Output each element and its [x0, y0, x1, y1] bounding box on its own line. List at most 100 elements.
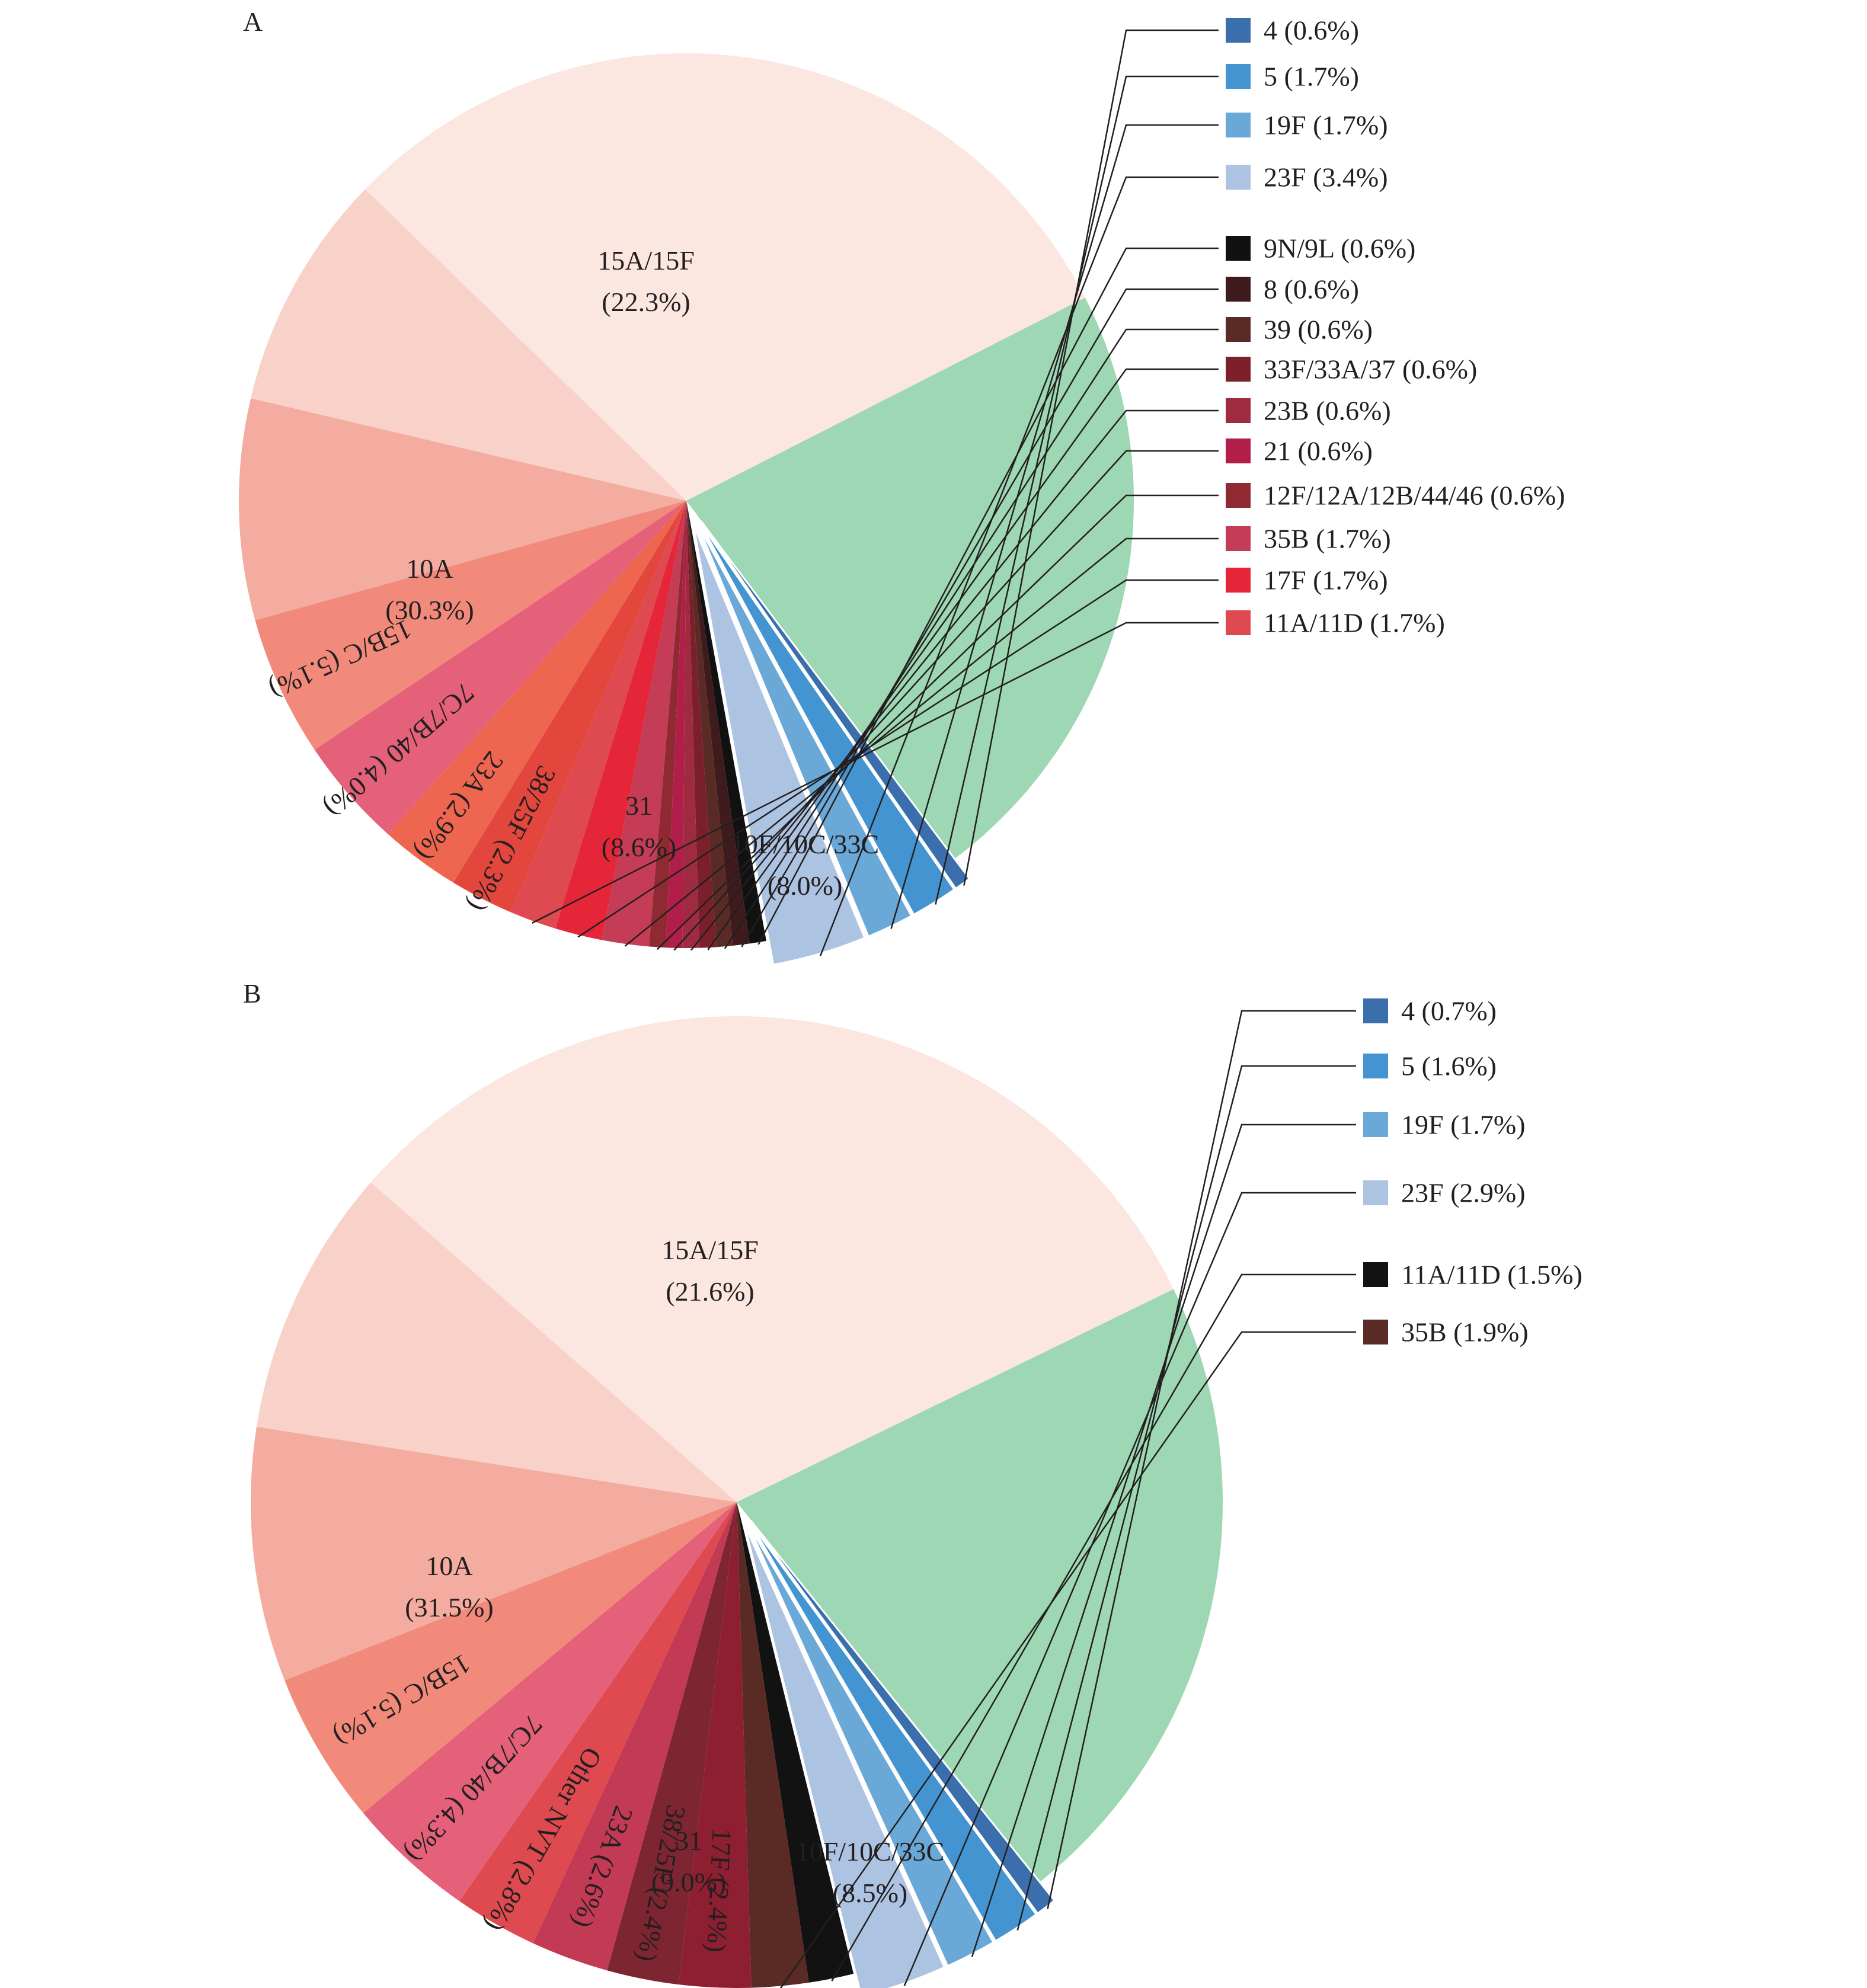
legend-swatch-4 — [1226, 18, 1251, 43]
leader-line-35b — [624, 537, 1219, 947]
slice-label-15a-15f: 15A/15F — [597, 245, 695, 276]
leader-line-4 — [1047, 1010, 1356, 1909]
leader-line-5 — [1016, 1065, 1356, 1931]
slice-label-10a: 10A — [406, 553, 453, 584]
pie-slice-17f — [555, 501, 686, 940]
pie-slice-23f — [692, 524, 866, 966]
pie-chart-b: B 15A/15F(21.6%)17F (2.4%)38/25F (2.4%)2… — [243, 978, 1583, 1988]
legend-swatch-5 — [1226, 64, 1251, 89]
legend-swatch-19f — [1226, 113, 1251, 137]
leader-line-12f-12a-12b-44-46 — [656, 494, 1219, 950]
legend-label-4: 4 (0.7%) — [1401, 996, 1497, 1026]
slice-percent-10a: (31.5%) — [405, 1592, 493, 1622]
pie-slice-23a — [388, 501, 686, 883]
leader-line-19f — [890, 124, 1219, 929]
slice-label-15a-15f: 15A/15F — [661, 1235, 759, 1265]
legend-swatch-11a-11d — [1226, 610, 1251, 635]
legend-label-33f-33a-37: 33F/33A/37 (0.6%) — [1264, 354, 1477, 385]
leader-line-35b — [779, 1331, 1356, 1988]
pie-slice-15b-c — [284, 1502, 737, 1813]
legend-swatch-23f — [1226, 165, 1251, 190]
legend-label-11a-11d: 11A/11D (1.7%) — [1264, 608, 1445, 638]
pie-slice-10a — [365, 53, 1085, 501]
slice-percent-10f-10c-33c: (8.0%) — [768, 870, 842, 901]
pie-slice-7c-7b-40 — [314, 501, 686, 834]
legend-swatch-12f-12a-12b-44-46 — [1226, 483, 1251, 508]
leader-line-9n-9l — [757, 247, 1219, 945]
legend-swatch-33f-33a-37 — [1226, 357, 1251, 382]
leader-line-11a-11d — [532, 622, 1219, 924]
pie-slice-31 — [256, 1182, 737, 1502]
slice-percent-31: (8.6%) — [602, 832, 676, 862]
legend-label-23b: 23B (0.6%) — [1264, 396, 1391, 426]
legend-swatch-23f — [1363, 1180, 1388, 1205]
pie-chart-a: A 15A/15F(22.3%)38/25F (2.3%)23A (2.9%)7… — [239, 7, 1565, 966]
pie-slice-10f-10c-33c — [251, 1426, 737, 1680]
leader-line-11a-11d — [831, 1273, 1356, 1981]
legend-swatch-35b — [1363, 1320, 1388, 1344]
leader-line-23f — [819, 176, 1219, 956]
slice-percent-31: (9.0%) — [651, 1867, 726, 1897]
legend-label-4: 4 (0.6%) — [1264, 15, 1359, 46]
pie-slice-31 — [251, 189, 686, 501]
legend-label-5: 5 (1.6%) — [1401, 1051, 1497, 1081]
slice-percent-10a: (30.3%) — [385, 595, 474, 625]
legend-swatch-5 — [1363, 1054, 1388, 1078]
pie-slice-4 — [750, 1520, 1056, 1915]
legend: 4 (0.6%) 5 (1.7%) 19F (1.7%) 23F (3.4%) 9N/9… — [532, 15, 1565, 956]
legend-label-12f-12a-12b-44-46: 12F/12A/12B/44/46 (0.6%) — [1264, 481, 1565, 511]
leader-line-19f — [971, 1123, 1356, 1957]
pie-slice-5 — [749, 1521, 1038, 1942]
legend-label-9n-9l: 9N/9L (0.6%) — [1264, 233, 1415, 264]
pie-slice-17f — [678, 1502, 752, 1988]
leader-line-17f — [577, 579, 1219, 938]
pie-slice-23b — [682, 501, 700, 948]
legend-swatch-9n-9l — [1226, 236, 1251, 261]
legend-swatch-11a-11d — [1363, 1262, 1388, 1287]
pie-slice-21 — [666, 501, 686, 948]
legend-swatch-39 — [1226, 317, 1251, 342]
leader-line-5 — [935, 75, 1219, 905]
pie-slice-10a — [370, 1016, 1174, 1502]
slice-label-10a: 10A — [426, 1551, 472, 1581]
pie-slice-15a-15f — [686, 297, 1134, 859]
legend: 4 (0.7%) 5 (1.6%) 19F (1.7%) 23F (2.9%) 11A/… — [779, 996, 1583, 1988]
legend-label-5: 5 (1.7%) — [1264, 62, 1359, 92]
legend-label-23f: 23F (3.4%) — [1264, 162, 1388, 193]
legend-swatch-4 — [1363, 998, 1388, 1023]
legend-swatch-17f — [1226, 568, 1251, 593]
slice-label-31: 31 — [675, 1826, 702, 1856]
pie-slice-15b-c — [255, 501, 686, 750]
legend-label-35b: 35B (1.9%) — [1401, 1317, 1529, 1347]
legend-label-23f: 23F (2.9%) — [1401, 1178, 1526, 1208]
legend-label-19f: 19F (1.7%) — [1401, 1110, 1526, 1140]
legend-swatch-23b — [1226, 398, 1251, 423]
panel-letter-a: A — [243, 7, 263, 37]
pie-slice-10f-10c-33c — [239, 398, 686, 620]
slice-label-31: 31 — [625, 790, 653, 821]
pie-slice-38-25f — [453, 501, 686, 913]
slice-label-17f: 17F (2.4%) — [701, 1828, 737, 1954]
pie-slice-39 — [686, 501, 733, 947]
panel-letter-b: B — [243, 978, 261, 1009]
legend-swatch-8 — [1226, 277, 1251, 302]
pie-slice-19f — [696, 523, 913, 938]
pie-slice-19f — [747, 1522, 995, 1967]
legend-label-8: 8 (0.6%) — [1264, 274, 1359, 305]
pie-slice-11a-11d — [737, 1502, 854, 1983]
legend-swatch-21 — [1226, 438, 1251, 463]
legend-label-11a-11d: 11A/11D (1.5%) — [1401, 1260, 1583, 1290]
slice-percent-10f-10c-33c: (8.5%) — [833, 1878, 907, 1908]
pie-slice-33f-33a-37 — [686, 501, 717, 948]
pie-slice-8 — [686, 501, 750, 946]
pie-slice-15a-15f — [737, 1289, 1223, 1882]
slice-layer — [239, 53, 1134, 966]
pie-slice-38-25f — [607, 1502, 737, 1985]
slice-percent-15a-15f: (21.6%) — [666, 1276, 754, 1307]
pie-slice-35b — [602, 501, 686, 947]
leader-line-23f — [903, 1192, 1356, 1986]
legend-swatch-35b — [1226, 526, 1251, 551]
pie-slice-23a — [533, 1502, 737, 1971]
slice-label-10f-10c-33c: 10F/10C/33C — [731, 829, 880, 859]
